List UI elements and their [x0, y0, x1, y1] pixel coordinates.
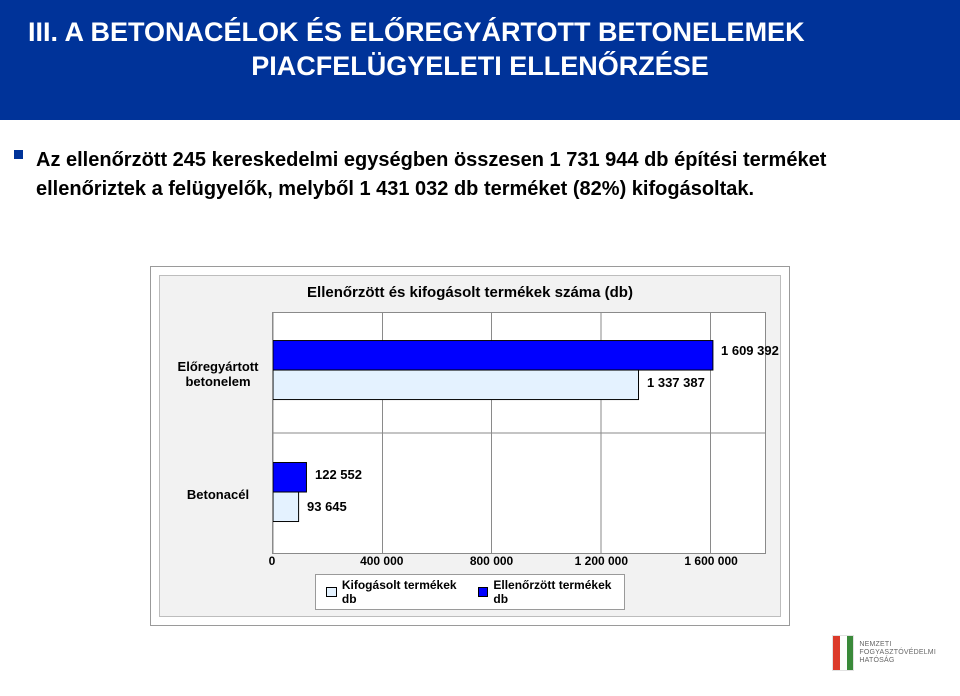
- bullet-square: [14, 150, 23, 159]
- logo-line1: NEMZETI: [859, 641, 936, 649]
- body-text-content: Az ellenőrzött 245 kereskedelmi egységbe…: [36, 149, 826, 200]
- xtick-4: 1 600 000: [684, 554, 737, 568]
- bar-cat0-series0: [273, 341, 713, 371]
- bar-cat1-series0: [273, 463, 306, 493]
- xtick-3: 1 200 000: [575, 554, 628, 568]
- logo-stripes-icon: [833, 636, 853, 670]
- chart-inner: Ellenőrzött és kifogásolt termékek száma…: [159, 275, 781, 617]
- bar-label-cat0-top: 1 609 392: [721, 343, 779, 358]
- xtick-1: 400 000: [360, 554, 403, 568]
- category-label-1: Betonacél: [170, 488, 266, 503]
- bar-cat1-series1: [273, 492, 299, 522]
- logo-text: NEMZETI FOGYASZTÓVÉDELMI HATÓSÁG: [859, 641, 936, 664]
- bar-label-cat1-top: 122 552: [315, 467, 362, 482]
- chart-container: Ellenőrzött és kifogásolt termékek száma…: [150, 266, 790, 626]
- x-axis: 0 400 000 800 000 1 200 000 1 600 000: [272, 554, 766, 570]
- slide-header: III. A BETONACÉLOK ÉS ELŐREGYÁRTOTT BETO…: [0, 0, 960, 120]
- legend-item-kifogasolt: Kifogásolt termékek db: [326, 578, 460, 606]
- legend-label-kifogasolt: Kifogásolt termékek db: [342, 578, 460, 606]
- legend-label-ellenorzott: Ellenőrzött termékek db: [493, 578, 614, 606]
- header-line1: III. A BETONACÉLOK ÉS ELŐREGYÁRTOTT BETO…: [28, 16, 932, 50]
- bar-label-cat1-bot: 93 645: [307, 499, 347, 514]
- logo-line3: HATÓSÁG: [859, 657, 936, 665]
- logo-line2: FOGYASZTÓVÉDELMI: [859, 649, 936, 657]
- header-line2: PIACFELÜGYELETI ELLENŐRZÉSE: [28, 50, 932, 84]
- chart-title: Ellenőrzött és kifogásolt termékek száma…: [160, 276, 780, 307]
- plot-svg: [273, 313, 765, 553]
- legend-swatch-ellenorzott: [478, 587, 489, 597]
- legend: Kifogásolt termékek db Ellenőrzött termé…: [315, 574, 625, 610]
- body-paragraph: Az ellenőrzött 245 kereskedelmi egységbe…: [0, 120, 960, 204]
- plot-area: 1 609 392 1 337 387 122 552 93 645: [272, 312, 766, 554]
- legend-item-ellenorzott: Ellenőrzött termékek db: [478, 578, 614, 606]
- category-label-0: Előregyártottbetonelem: [170, 360, 266, 390]
- bar-label-cat0-bot: 1 337 387: [647, 375, 705, 390]
- footer-logo: NEMZETI FOGYASZTÓVÉDELMI HATÓSÁG: [833, 636, 936, 670]
- xtick-0: 0: [269, 554, 276, 568]
- legend-swatch-kifogasolt: [326, 587, 337, 597]
- bar-cat0-series1: [273, 370, 639, 400]
- xtick-2: 800 000: [470, 554, 513, 568]
